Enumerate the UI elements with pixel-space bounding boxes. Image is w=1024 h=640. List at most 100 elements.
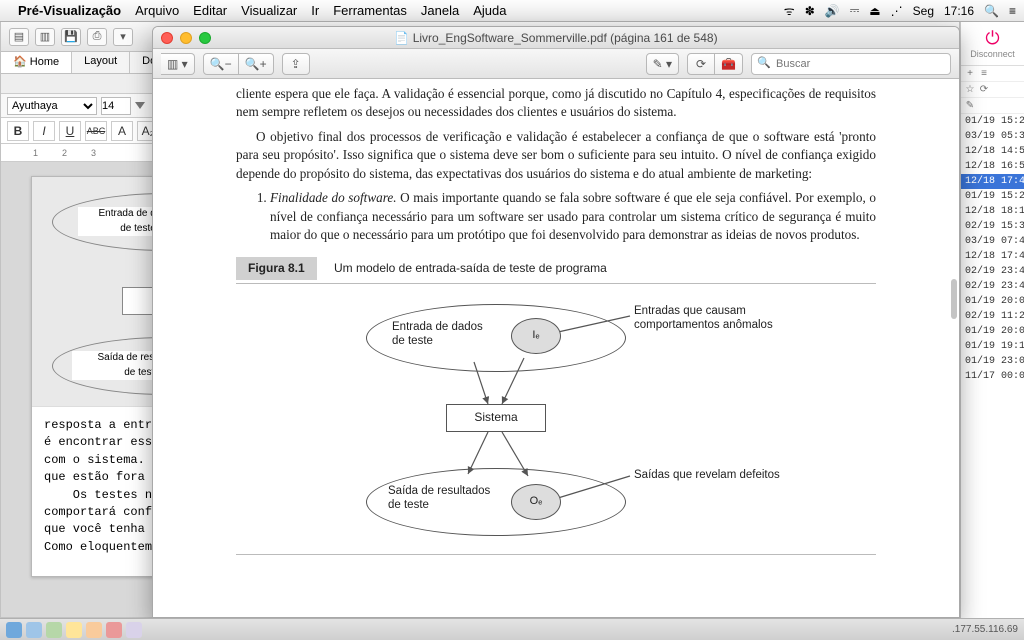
volume-icon: 🔊	[825, 4, 840, 18]
ruler-mark: 2	[62, 148, 67, 158]
dock: .177.55.116.69	[0, 618, 1024, 640]
preview-window: 📄 Livro_EngSoftware_Sommerville.pdf (pág…	[152, 26, 960, 618]
file-row[interactable]: 02/19 23:46	[961, 264, 1024, 279]
system-box: Sistema	[446, 404, 546, 432]
file-row[interactable]: 03/19 05:30	[961, 129, 1024, 144]
eject-icon: ⏏	[869, 4, 880, 18]
clock-day: Seg	[913, 4, 934, 18]
page-divider	[236, 554, 876, 555]
tb-save-icon[interactable]: 💾	[61, 28, 81, 46]
disconnect-button[interactable]: ⏻ Disconnect	[961, 22, 1024, 66]
figure-diagram: Iₑ Entrada de dados de teste Entradas qu…	[236, 296, 876, 536]
underline-button[interactable]: U	[59, 121, 81, 141]
ip-label: .177.55.116.69	[952, 624, 1018, 635]
disconnect-label: Disconnect	[970, 49, 1015, 59]
file-row[interactable]: 01/19 15:22	[961, 114, 1024, 129]
highlight-button[interactable]: ✎ ▾	[646, 53, 679, 75]
file-row[interactable]: 03/19 07:46	[961, 234, 1024, 249]
dock-item[interactable]	[6, 622, 22, 638]
rotate-button[interactable]: ⟳	[687, 53, 715, 75]
font-size-input[interactable]	[101, 97, 131, 115]
font-family-select[interactable]: Ayuthaya	[7, 97, 97, 115]
tb-print-icon[interactable]: ⎙	[87, 28, 107, 46]
font-size-stepper-icon[interactable]	[135, 102, 145, 109]
file-row[interactable]: 01/19 23:08	[961, 354, 1024, 369]
meta-row: ☆⟳	[961, 82, 1024, 98]
tab-home-label: Home	[30, 56, 59, 68]
tab-layout[interactable]: Layout	[72, 52, 130, 73]
bold-button[interactable]: B	[7, 121, 29, 141]
strike-button[interactable]: ABC	[85, 121, 107, 141]
figure-header: Figura 8.1 Um modelo de entrada-saída de…	[236, 257, 876, 284]
pdf-page: cliente espera que ele faça. A validação…	[196, 79, 916, 595]
bluetooth-icon: ✽	[805, 4, 815, 18]
zoom-out-button[interactable]: 🔍−	[203, 53, 239, 75]
ie-ellipse: Iₑ	[511, 318, 561, 354]
dock-item[interactable]	[66, 622, 82, 638]
file-row[interactable]: 12/18 17:48	[961, 249, 1024, 264]
clock-time: 17:16	[944, 4, 974, 18]
zoom-in-button[interactable]: 🔍+	[239, 53, 274, 75]
menu-ajuda[interactable]: Ajuda	[473, 3, 506, 18]
file-list[interactable]: 01/19 15:2203/19 05:3012/18 14:5812/18 1…	[961, 114, 1024, 384]
file-row[interactable]: 12/18 17:49	[961, 174, 1024, 189]
file-row[interactable]: 11/17 00:00	[961, 369, 1024, 384]
menu-janela[interactable]: Janela	[421, 3, 459, 18]
meta-row: ✎	[961, 98, 1024, 114]
figure-number: Figura 8.1	[236, 257, 317, 280]
close-button[interactable]	[161, 32, 173, 44]
tab-home[interactable]: 🏠 Home	[1, 52, 72, 73]
app-name[interactable]: Pré-Visualização	[18, 3, 121, 18]
italic-button[interactable]: I	[33, 121, 55, 141]
pdf-viewport[interactable]: cliente espera que ele faça. A validação…	[153, 79, 959, 617]
menu-ir[interactable]: Ir	[311, 3, 319, 18]
meta-row: +≡	[961, 66, 1024, 82]
battery-icon: ⎓	[850, 3, 860, 18]
file-row[interactable]: 01/19 20:04	[961, 294, 1024, 309]
tb-new-icon[interactable]: ▤	[9, 28, 29, 46]
dock-item[interactable]	[26, 622, 42, 638]
figure-caption: Um modelo de entrada-saída de teste de p…	[334, 261, 607, 275]
file-row[interactable]: 01/19 19:17	[961, 339, 1024, 354]
input-label: Entrada de dados de teste	[392, 320, 483, 349]
dock-item[interactable]	[46, 622, 62, 638]
search-input[interactable]	[751, 53, 951, 75]
menu-ferramentas[interactable]: Ferramentas	[333, 3, 407, 18]
file-row[interactable]: 12/18 14:58	[961, 144, 1024, 159]
font-grow-button[interactable]: A	[111, 121, 133, 141]
menubar: Pré-Visualização Arquivo Editar Visualiz…	[0, 0, 1024, 22]
titlebar[interactable]: 📄 Livro_EngSoftware_Sommerville.pdf (pág…	[153, 27, 959, 49]
list-lead: Finalidade do software.	[270, 190, 397, 205]
markup-button[interactable]: 🧰	[715, 53, 743, 75]
menu-arquivo[interactable]: Arquivo	[135, 3, 179, 18]
menu-visualizar[interactable]: Visualizar	[241, 3, 297, 18]
file-row[interactable]: 02/19 11:25	[961, 309, 1024, 324]
view-mode-button[interactable]: ▥ ▾	[161, 53, 195, 75]
tab-layout-label: Layout	[84, 55, 117, 67]
dock-item[interactable]	[86, 622, 102, 638]
spotlight-icon[interactable]: 🔍	[984, 4, 999, 18]
file-row[interactable]: 01/19 15:24	[961, 189, 1024, 204]
share-button[interactable]: ⇪	[282, 53, 310, 75]
paragraph: cliente espera que ele faça. A validação…	[236, 85, 876, 122]
file-row[interactable]: 02/19 23:46	[961, 279, 1024, 294]
dock-item[interactable]	[126, 622, 142, 638]
tb-open-icon[interactable]: ▥	[35, 28, 55, 46]
oe-ellipse: Oₑ	[511, 484, 561, 520]
dock-item[interactable]	[106, 622, 122, 638]
file-row[interactable]: 01/19 20:04	[961, 324, 1024, 339]
zoom-button[interactable]	[199, 32, 211, 44]
remote-panel: ⏻ Disconnect +≡ ☆⟳ ✎ 01/19 15:2203/19 05…	[960, 22, 1024, 618]
window-title: 📄 Livro_EngSoftware_Sommerville.pdf (pág…	[153, 31, 959, 45]
file-row[interactable]: 02/19 15:33	[961, 219, 1024, 234]
ruler-mark: 1	[33, 148, 38, 158]
file-row[interactable]: 12/18 16:58	[961, 159, 1024, 174]
file-row[interactable]: 12/18 18:11	[961, 204, 1024, 219]
output-label: Saída de resultados de teste	[388, 484, 490, 513]
notif-icon[interactable]: ≡	[1009, 4, 1016, 18]
search-field[interactable]	[751, 53, 951, 75]
scrollbar[interactable]	[951, 279, 957, 319]
tb-more-icon[interactable]: ▾	[113, 28, 133, 46]
menu-editar[interactable]: Editar	[193, 3, 227, 18]
minimize-button[interactable]	[180, 32, 192, 44]
